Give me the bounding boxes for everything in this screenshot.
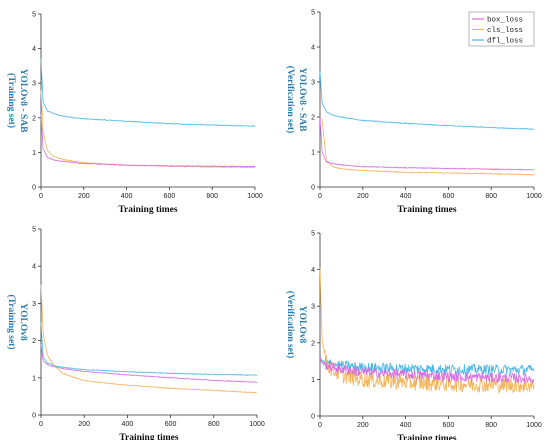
x-tick-label: 800 [206,193,218,200]
x-tick-label: 600 [443,422,455,429]
y-tick-label: 1 [311,150,315,157]
x-tick-label: 200 [357,193,369,200]
x-tick-label: 0 [39,193,43,200]
x-tick-label: 0 [39,421,43,428]
series-line-cls-loss [40,90,256,169]
y-tick-label: 2 [32,115,36,122]
x-axis-label: Training times [397,434,457,440]
x-tick-label: 200 [78,193,90,200]
x-tick-label: 1000 [526,422,542,429]
x-tick-label: 600 [443,193,455,200]
x-tick-label: 400 [122,421,134,428]
y-tick-label: 1 [32,375,36,382]
legend-label-box-loss: box_loss [487,17,523,25]
y-tick-label: 5 [311,231,315,238]
chart-panel-4: 0 1 2 3 4 5 0 200 400 600 800 1000 Training times YOL… [285,231,542,440]
x-tick-label: 1000 [247,193,263,200]
y-tick-label: 1 [311,377,315,384]
x-tick-label: 1000 [249,421,265,428]
y-axis-label-line1: YOLOv8 - SAB [18,69,28,134]
series-line-dfl-loss [40,321,258,376]
y-tick-label: 2 [32,338,36,345]
x-tick-label: 800 [208,421,220,428]
y-tick-label: 0 [32,185,36,192]
y-axis-label-line1: YOLOv8 [297,306,307,344]
y-tick-label: 2 [311,340,315,347]
y-tick-label: 3 [32,301,36,308]
x-tick-label: 400 [400,422,412,429]
y-tick-label: 3 [32,81,36,88]
y-tick-label: 5 [32,12,36,19]
chart-panel-2: 0 1 2 3 4 5 0 200 400 600 800 1000 Training times YOL… [285,10,542,216]
y-axis-label-line2: (Training set) [6,295,17,350]
y-tick-label: 4 [32,264,36,271]
x-tick-label: 1000 [526,193,542,200]
y-tick-label: 4 [32,46,36,53]
series-line-dfl-loss [319,355,535,376]
y-tick-label: 3 [311,304,315,311]
y-axis-label-line2: (Training set) [6,73,17,128]
y-tick-label: 1 [32,150,36,157]
series-line-dfl-loss [319,71,535,130]
y-axis-label-line2: (Verification set) [285,66,296,133]
series-line-box-loss [319,117,535,171]
series-line-cls-loss [40,284,258,394]
y-tick-label: 3 [311,80,315,87]
y-tick-label: 4 [311,267,315,274]
series-line-box-loss [40,344,258,384]
y-tick-label: 2 [311,115,315,122]
x-tick-label: 800 [485,422,497,429]
x-tick-label: 400 [121,193,133,200]
series-line-cls-loss [319,268,535,394]
x-axis-label: Training times [118,205,178,215]
y-tick-label: 0 [311,414,315,421]
y-axis-label-line1: YOLOv8 [18,303,28,341]
x-tick-label: 600 [165,421,177,428]
x-axis-label: Training times [397,205,457,215]
y-tick-label: 5 [311,10,315,17]
legend: box_loss cls_loss dfl_loss [468,11,535,47]
x-tick-label: 800 [485,193,497,200]
y-tick-label: 0 [311,185,315,192]
chart-panel-3: 0 1 2 3 4 5 0 200 400 600 800 1000 Training times YOL… [6,227,265,440]
series-line-box-loss [319,356,535,384]
series-line-dfl-loss [40,58,256,127]
series-line-cls-loss [319,116,535,176]
x-tick-label: 0 [318,193,322,200]
x-tick-label: 0 [318,422,322,429]
x-tick-label: 600 [164,193,176,200]
y-tick-label: 0 [32,413,36,420]
y-tick-label: 4 [311,45,315,52]
legend-label-cls-loss: cls_loss [487,27,523,35]
x-axis-label: Training times [119,433,179,440]
series-line-box-loss [40,114,256,168]
chart-panel-1: 0 1 2 3 4 5 0 200 400 600 800 1000 Training times YOL… [6,12,263,216]
x-tick-label: 200 [78,421,90,428]
y-tick-label: 5 [32,227,36,234]
y-axis-label-line1: YOLOv8 - SAB [297,68,307,133]
x-tick-label: 400 [400,193,412,200]
x-tick-label: 200 [357,422,369,429]
y-axis-label-line2: (Verification set) [285,291,296,358]
legend-label-dfl-loss: dfl_loss [487,38,523,46]
